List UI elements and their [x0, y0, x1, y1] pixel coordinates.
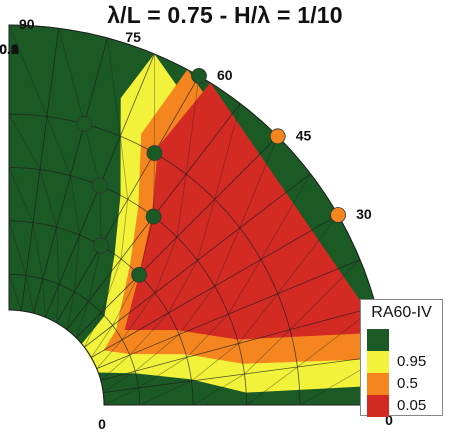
grid-diagonal	[56, 284, 60, 323]
grid-diagonal	[39, 169, 58, 228]
grid-diagonal	[277, 214, 339, 294]
grid-diagonal	[46, 116, 71, 176]
grid-diagonal	[75, 301, 89, 338]
grid-diagonal	[121, 292, 156, 340]
grid-diagonal	[56, 227, 60, 285]
grid-diagonal	[88, 245, 102, 302]
top-tick-label: 0.0	[0, 41, 19, 57]
legend-entry	[367, 329, 441, 351]
data-point	[191, 68, 207, 84]
data-point	[146, 145, 163, 161]
legend-entry: 0.05	[367, 395, 441, 417]
grid-diagonal	[139, 380, 192, 406]
legend-swatch	[367, 373, 389, 395]
grid-diagonal	[238, 293, 279, 344]
grid-diagonal	[112, 274, 140, 326]
top-tick-label: 0.4	[0, 41, 19, 57]
grid-diagonal	[176, 174, 187, 238]
grid-diagonal	[138, 357, 188, 389]
grid-diagonal	[168, 260, 198, 314]
chart-title: λ/L = 0.75 - H/λ = 1/10	[107, 2, 343, 28]
grid-diagonal	[192, 373, 245, 406]
legend-swatch	[367, 329, 389, 351]
grid-diagonal	[25, 275, 34, 314]
grid-diagonal	[228, 259, 262, 315]
grid-diagonal	[8, 113, 41, 170]
grid-diagonal	[185, 75, 200, 175]
legend-label: 0.95	[397, 353, 427, 370]
grid-diagonal	[178, 286, 216, 335]
data-point	[330, 207, 346, 223]
angle-tick-label: 60	[217, 67, 233, 83]
angle-tick-label: 0	[385, 412, 393, 428]
grid-diagonal	[84, 312, 102, 348]
grid-diagonal	[8, 167, 34, 223]
grid-arc	[8, 167, 247, 406]
grid-diagonal	[191, 343, 239, 382]
red-region	[124, 82, 382, 340]
grid-diagonal	[70, 175, 80, 236]
data-point	[76, 116, 93, 132]
grid-diagonal	[66, 291, 75, 330]
data-point	[145, 208, 162, 225]
origin-tick-label: 0	[98, 416, 106, 432]
legend-entry: 0.95	[367, 351, 441, 373]
grid-diagonal	[239, 136, 279, 229]
grid-diagonal	[153, 153, 155, 217]
grid-diagonal	[134, 334, 180, 372]
legend-swatch	[367, 351, 389, 373]
data-point	[91, 177, 108, 194]
grid-diagonal	[214, 103, 241, 200]
grid-diagonal	[100, 354, 130, 381]
legend-title: RA60-IV	[371, 304, 432, 321]
legend-swatch	[367, 395, 389, 417]
grid-diagonal	[197, 199, 216, 261]
grid-arc	[8, 273, 141, 406]
grid-diagonal	[99, 185, 102, 246]
legend-label: 0.05	[397, 397, 427, 414]
grid-diagonal	[42, 278, 46, 318]
grid-diagonal	[8, 274, 22, 311]
grid-diagonal	[8, 220, 27, 276]
grid-diagonal	[73, 234, 80, 292]
grid-diagonal	[129, 312, 169, 356]
grid-diagonal	[119, 136, 129, 200]
grid-diagonal	[96, 339, 123, 369]
grid-diagonal	[106, 37, 121, 137]
grid-diagonal	[8, 24, 48, 117]
grid-diagonal	[90, 325, 113, 358]
grid-diagonal	[103, 387, 139, 406]
grid-diagonal	[186, 313, 229, 358]
grid-diagonal	[120, 199, 129, 260]
grid-diagonal	[138, 216, 154, 275]
grid-diagonal	[102, 370, 136, 393]
grid-diagonal	[154, 236, 178, 294]
angle-tick-label: 45	[296, 127, 312, 143]
angle-tick-label: 75	[125, 29, 141, 45]
grid-diagonal	[58, 28, 85, 125]
grid-diagonal	[246, 366, 298, 406]
grid-diagonal	[100, 258, 122, 313]
data-point	[131, 266, 148, 283]
top-tick-label: 0.1	[0, 41, 19, 57]
grid-diagonal	[83, 123, 101, 186]
data-point	[93, 237, 109, 254]
grid-diagonal	[244, 329, 291, 375]
grid-diagonal	[260, 173, 311, 260]
legend-entry: 0.5	[367, 373, 441, 395]
legend-label: 0.5	[397, 375, 418, 392]
grid-diagonal	[214, 227, 241, 287]
grid-diagonal	[289, 259, 361, 330]
grid-diagonal	[32, 222, 44, 279]
angle-tick-label: 30	[356, 206, 372, 222]
top-tick-label: 0.2	[0, 41, 19, 57]
data-point	[269, 128, 286, 145]
legend: RA60-IV 0.95 0.5 0.05	[360, 299, 443, 417]
top-tick-label: 0.3	[0, 41, 19, 57]
angle-tick-label: 90	[19, 16, 35, 32]
